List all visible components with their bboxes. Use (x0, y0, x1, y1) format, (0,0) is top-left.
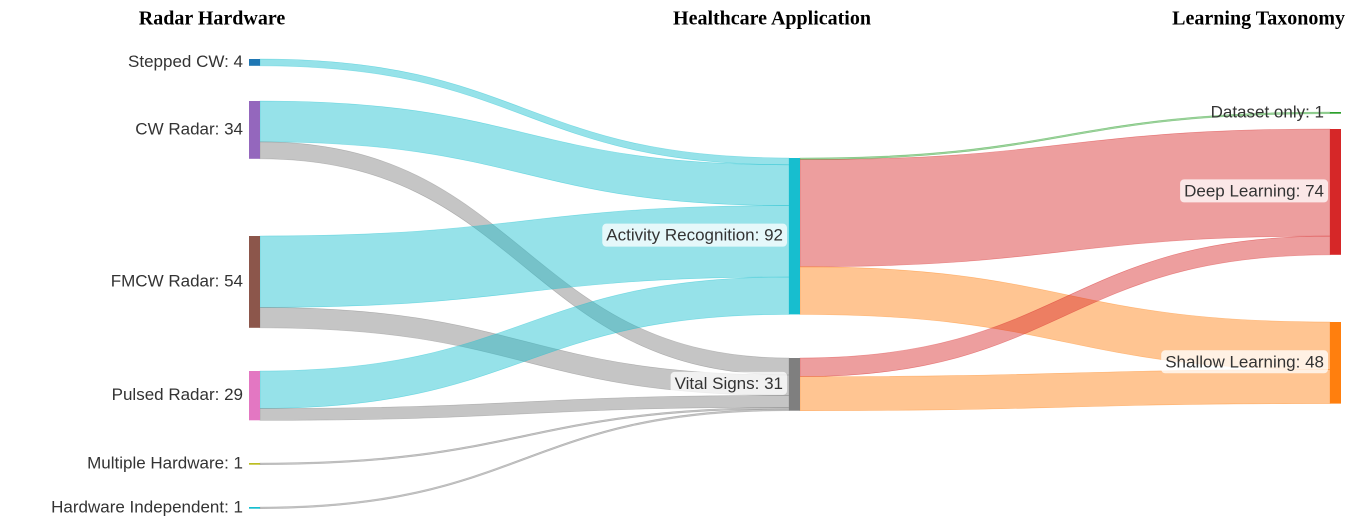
column-title: Radar Hardware (139, 8, 286, 30)
nodes (249, 59, 1341, 509)
node (249, 236, 260, 328)
node-label-text: Stepped CW: 4 (128, 52, 243, 71)
node-label: Hardware Independent: 1 (51, 497, 243, 516)
node-label: Deep Learning: 74 (1180, 179, 1328, 203)
node-label: Shallow Learning: 48 (1161, 350, 1328, 374)
label-background (1161, 350, 1328, 374)
node-label-text: Multiple Hardware: 1 (87, 453, 243, 472)
node-label-text: CW Radar: 34 (135, 119, 243, 138)
label-background (670, 371, 787, 395)
node-label-text: Dataset only: 1 (1211, 102, 1324, 121)
link (799, 369, 1331, 412)
node (249, 101, 260, 159)
node-label-text: Deep Learning: 74 (1184, 181, 1324, 200)
node-label-text: Vital Signs: 31 (675, 374, 783, 393)
node-label: Multiple Hardware: 1 (87, 453, 243, 472)
node (789, 358, 800, 411)
node-label: Pulsed Radar: 29 (112, 385, 243, 404)
label-background (1180, 179, 1328, 203)
node-label-text: Shallow Learning: 48 (1165, 352, 1324, 371)
column-title: Learning Taxonomy (1172, 8, 1345, 30)
link (259, 408, 790, 510)
node (249, 59, 260, 66)
node (1330, 129, 1341, 255)
node (249, 463, 260, 465)
node-label-text: Hardware Independent: 1 (51, 497, 243, 516)
node (249, 507, 260, 509)
node-label-text: FMCW Radar: 54 (111, 271, 243, 290)
labels: Stepped CW: 4 CW Radar: 34 FMCW Radar: 54 P… (51, 52, 1328, 516)
column-title: Healthcare Application (673, 8, 871, 30)
node-label: FMCW Radar: 54 (111, 271, 243, 290)
node-label: Activity Recognition: 92 (602, 223, 787, 247)
node-label-text: Pulsed Radar: 29 (112, 385, 243, 404)
node (249, 371, 260, 421)
node-label: Dataset only: 1 (1211, 102, 1324, 121)
node-label: CW Radar: 34 (135, 119, 243, 138)
node-label: Stepped CW: 4 (128, 52, 243, 71)
node-label-text: Activity Recognition: 92 (606, 226, 783, 245)
node (1330, 112, 1341, 114)
node (1330, 322, 1341, 404)
node-label: Vital Signs: 31 (670, 371, 787, 395)
node (789, 158, 800, 315)
label-background (602, 223, 787, 247)
